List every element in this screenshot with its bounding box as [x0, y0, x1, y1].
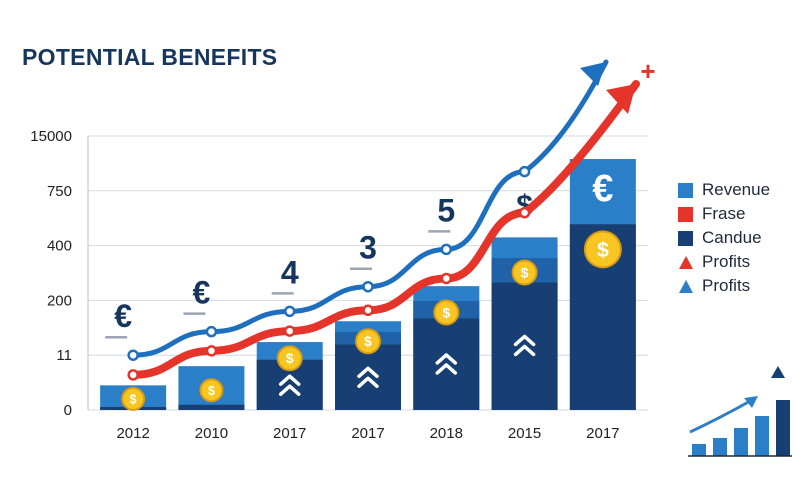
line-point	[362, 280, 374, 293]
x-tick-label: 2017	[273, 425, 306, 442]
double-chevron-up-icon	[435, 353, 458, 375]
chevron-up	[278, 384, 301, 396]
chevron-up	[357, 366, 379, 379]
y-tick-label: 750	[47, 183, 72, 200]
growth-trend	[689, 398, 753, 434]
growth-bar-arrow	[771, 366, 785, 378]
line-point	[205, 345, 218, 357]
chevron-up	[357, 376, 379, 389]
legend-label-profits-blue: Profits	[702, 276, 751, 295]
x-tick-label: 2017	[586, 425, 619, 442]
coin-dollar-glyph: $	[597, 238, 609, 262]
legend-triangle-red-icon	[679, 255, 693, 269]
annotation-label: 4	[281, 254, 299, 290]
chart-legend: Revenue Frase Candue Profits Profits	[678, 178, 770, 298]
chevron-up	[513, 334, 536, 347]
legend-item-candue: Candue	[678, 226, 770, 250]
growth-bar	[713, 438, 727, 456]
dollar-coin-icon: $	[433, 299, 460, 326]
growth-arrowhead	[744, 396, 758, 408]
line-point	[440, 243, 453, 256]
annotation-label: €	[193, 275, 211, 311]
annotation-label: 3	[359, 230, 377, 266]
double-chevron-up-icon	[513, 334, 536, 357]
line-point	[283, 305, 296, 318]
coin-dollar-glyph: $	[521, 265, 529, 280]
coin-face	[123, 388, 144, 409]
legend-item-profits-blue: Profits	[678, 274, 770, 298]
dollar-coin-icon: $	[355, 328, 381, 355]
arrowhead-red-icon	[606, 84, 636, 114]
growth-bar	[776, 400, 790, 456]
dollar-coin-icon: $	[511, 259, 538, 286]
coin-face	[278, 347, 301, 370]
plus-mark: +	[640, 56, 655, 86]
y-tick-label: 15000	[30, 128, 72, 145]
chart-title: POTENTIAL BENEFITS	[22, 44, 278, 70]
coin-face	[357, 330, 379, 353]
growth-bar	[734, 428, 748, 456]
line-point	[205, 325, 218, 338]
line-point	[283, 325, 296, 337]
legend-item-profits-red: Profits	[678, 250, 770, 274]
bar	[569, 159, 636, 410]
legend-item-revenue: Revenue	[678, 178, 770, 202]
y-tick-label: 400	[47, 238, 72, 255]
coin-dollar-glyph: $	[130, 392, 137, 406]
line-point	[127, 369, 139, 381]
coin-dollar-glyph: $	[286, 351, 294, 366]
coin-face	[585, 232, 620, 267]
dollar-coin-icon: $	[121, 386, 146, 411]
coin-face	[513, 261, 536, 284]
legend-label-revenue: Revenue	[702, 180, 771, 199]
double-chevron-up-icon	[357, 366, 379, 389]
legend-item-frase: Frase	[678, 202, 770, 226]
coin-dollar-glyph: $	[208, 384, 215, 398]
growth-chart-icon	[688, 366, 792, 457]
x-tick-label: 2017	[351, 425, 384, 442]
x-tick-label: 2018	[430, 425, 463, 442]
legend-swatch-revenue	[678, 182, 693, 198]
dollar-coin-icon: $	[583, 230, 622, 269]
y-tick-label: 0	[64, 402, 72, 419]
line-point	[440, 272, 453, 285]
coin-dollar-glyph: $	[442, 305, 450, 320]
chevron-up	[435, 353, 458, 365]
chevron-up	[513, 344, 536, 357]
dollar-coin-icon: $	[276, 345, 303, 372]
x-tick-label: 2012	[116, 425, 149, 442]
coin-dollar-glyph: $	[364, 334, 372, 349]
legend-triangle-blue-icon	[679, 279, 693, 293]
growth-bar	[755, 416, 769, 456]
line-point	[362, 304, 374, 317]
line-point	[518, 206, 531, 219]
line-point	[518, 165, 531, 178]
annotation-label: €	[114, 298, 132, 334]
chevron-up	[435, 363, 458, 375]
x-tick-label: 2015	[508, 425, 541, 442]
arrowhead-blue-icon	[580, 62, 606, 86]
legend-label-candue: Candue	[702, 228, 762, 247]
dollar-coin-icon: $	[199, 378, 224, 403]
x-tick-label: 2010	[195, 425, 228, 442]
bar-dark-segment	[178, 404, 245, 410]
coin-face	[435, 301, 458, 324]
legend-label-profits-red: Profits	[702, 252, 751, 271]
line-point	[127, 349, 139, 361]
double-chevron-up-icon	[278, 374, 301, 396]
legend-swatch-candue	[678, 230, 693, 246]
bar-label: €	[592, 168, 613, 210]
coin-face	[201, 380, 222, 401]
legend-swatch-frase	[678, 206, 693, 222]
y-tick-label: 11	[56, 347, 72, 364]
growth-bar	[692, 444, 706, 456]
y-tick-label: 200	[47, 292, 72, 309]
chevron-up	[278, 374, 301, 386]
annotation-label: 5	[437, 192, 455, 228]
legend-label-frase: Frase	[702, 204, 746, 223]
